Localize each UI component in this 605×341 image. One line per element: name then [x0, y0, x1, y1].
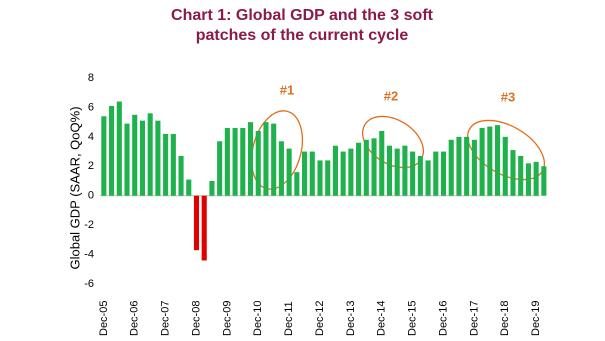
annotation: #2 — [384, 88, 398, 103]
bar — [278, 141, 284, 196]
bar — [464, 136, 470, 196]
x-tick-label: Dec-11 — [283, 301, 295, 336]
soft-patch-ellipse — [250, 110, 304, 190]
y-tick-label: 2 — [88, 160, 94, 172]
bar — [147, 113, 153, 196]
bar — [525, 163, 531, 196]
x-tick-label: Dec-17 — [468, 301, 480, 336]
bar — [494, 125, 501, 196]
bar — [255, 130, 261, 196]
bar — [317, 160, 323, 196]
bar — [402, 145, 408, 196]
bar — [487, 126, 493, 196]
y-tick-label: -6 — [84, 278, 94, 290]
bar — [193, 195, 200, 251]
bar — [332, 145, 338, 196]
bar — [325, 160, 331, 196]
bar — [533, 161, 539, 196]
bar — [410, 151, 416, 196]
bar — [240, 128, 246, 196]
y-axis-label: Global GDP (SAAR, QoQ%) — [67, 106, 82, 269]
x-tick-label: Dec-06 — [129, 301, 141, 336]
bar — [502, 136, 508, 196]
bar — [309, 151, 315, 196]
y-tick-label: 8 — [88, 72, 94, 84]
bar — [363, 139, 369, 196]
x-tick-label: Dec-16 — [437, 301, 449, 336]
bar — [433, 151, 439, 196]
bar — [101, 116, 107, 196]
bar — [109, 105, 115, 196]
x-tick-label: Dec-10 — [252, 301, 264, 336]
bar — [132, 114, 138, 196]
bar — [356, 142, 362, 196]
bar — [348, 148, 354, 196]
bar — [479, 128, 485, 196]
y-tick-label: 0 — [88, 190, 94, 202]
x-tick-label: Dec-19 — [530, 301, 542, 336]
bar — [386, 145, 393, 196]
y-tick-label: 4 — [88, 131, 94, 143]
x-tick-label: Dec-12 — [314, 301, 326, 336]
bar — [440, 151, 447, 196]
bar — [286, 148, 292, 196]
bar — [302, 151, 308, 196]
x-tick-label: Dec-15 — [407, 301, 419, 336]
bar — [232, 128, 238, 196]
x-tick-label: Dec-09 — [221, 301, 233, 336]
x-tick-label: Dec-13 — [345, 301, 357, 336]
bar — [263, 122, 269, 196]
x-tick-label: Dec-05 — [98, 301, 110, 336]
x-tick-label: Dec-18 — [499, 301, 511, 336]
bar — [217, 141, 223, 196]
bar — [518, 155, 524, 196]
bar — [510, 150, 516, 196]
y-tick-label: 6 — [88, 101, 94, 113]
bar — [116, 101, 122, 196]
bar — [247, 122, 254, 196]
bar — [394, 148, 400, 196]
bar — [124, 123, 130, 196]
bar — [271, 123, 277, 196]
bar — [170, 133, 176, 196]
y-tick-label: -4 — [84, 248, 94, 260]
bar — [456, 136, 462, 196]
y-tick-label: -2 — [84, 219, 94, 231]
bar — [371, 138, 377, 196]
bar — [471, 139, 477, 196]
bar — [417, 155, 423, 196]
bar — [186, 179, 192, 196]
bar — [201, 195, 207, 261]
bar — [541, 166, 547, 196]
bar — [178, 155, 184, 196]
bar — [425, 160, 431, 196]
bar — [163, 133, 169, 196]
annotation: #3 — [501, 89, 515, 104]
x-tick-label: Dec-08 — [190, 301, 202, 336]
bar — [448, 139, 454, 196]
bar — [209, 181, 215, 196]
bar — [139, 120, 146, 196]
bar — [294, 172, 300, 196]
bar — [340, 151, 346, 196]
bar — [155, 120, 161, 196]
bar — [224, 128, 230, 196]
chart-title: Chart 1: Global GDP and the 3 soft patch… — [171, 7, 433, 44]
annotation: #1 — [280, 82, 294, 97]
bar — [379, 130, 385, 196]
x-tick-label: Dec-14 — [376, 301, 388, 336]
x-tick-label: Dec-07 — [160, 301, 172, 336]
